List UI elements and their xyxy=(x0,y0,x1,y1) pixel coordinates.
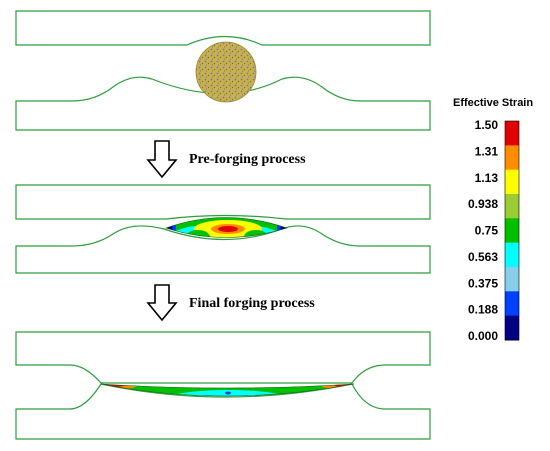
step-label-pre-forging: Pre-forging process xyxy=(189,152,306,167)
lower-die-pre xyxy=(15,225,431,274)
strain-contour-pre xyxy=(166,217,287,238)
down-arrow-icon xyxy=(146,284,178,322)
legend-tick-label: 0.563 xyxy=(468,250,498,264)
legend-swatch xyxy=(505,218,519,244)
legend-bar-frame xyxy=(504,120,520,341)
stage-initial xyxy=(15,10,431,131)
step-label-final-forging: Final forging process xyxy=(189,296,315,311)
legend-swatch xyxy=(505,194,519,219)
legend-swatch xyxy=(505,291,519,317)
step-final-forging: Final forging process xyxy=(146,284,315,322)
workpiece-outline-final xyxy=(100,383,355,397)
stage-final-forged xyxy=(15,331,431,440)
legend-tick-label: 0.188 xyxy=(468,303,498,317)
legend-tick-label: 0.000 xyxy=(468,329,498,343)
legend-swatch xyxy=(505,242,519,268)
legend-tick-label: 0.938 xyxy=(468,197,498,211)
legend-swatch xyxy=(505,267,519,292)
legend-title: Effective Strain xyxy=(453,97,533,109)
lower-die-final xyxy=(15,383,431,440)
down-arrow-icon xyxy=(146,140,178,179)
legend-tick-labels: 1.50 1.31 1.13 0.938 0.75 0.563 0.375 0.188 0.00… xyxy=(468,118,498,343)
upper-die-initial xyxy=(15,10,431,46)
upper-die-final xyxy=(15,331,431,384)
legend-swatch xyxy=(505,121,519,146)
billet xyxy=(195,41,257,103)
legend-swatch xyxy=(505,169,519,195)
legend-tick-label: 0.375 xyxy=(468,276,498,290)
step-pre-forging: Pre-forging process xyxy=(146,140,306,179)
effective-strain-legend: Effective Strain 1.50 1.31 1.13 0.938 0.75 0.… xyxy=(453,97,533,343)
legend-color-bar xyxy=(504,120,520,341)
legend-swatch xyxy=(505,145,519,171)
workpiece-outline-pre xyxy=(165,217,288,238)
stage-pre-forged xyxy=(15,184,431,274)
upper-die-pre xyxy=(15,184,431,220)
legend-swatch xyxy=(505,315,519,341)
legend-tick-label: 1.50 xyxy=(475,118,499,132)
legend-tick-label: 0.75 xyxy=(475,224,499,238)
legend-tick-label: 1.31 xyxy=(475,144,499,158)
legend-tick-label: 1.13 xyxy=(475,171,499,185)
